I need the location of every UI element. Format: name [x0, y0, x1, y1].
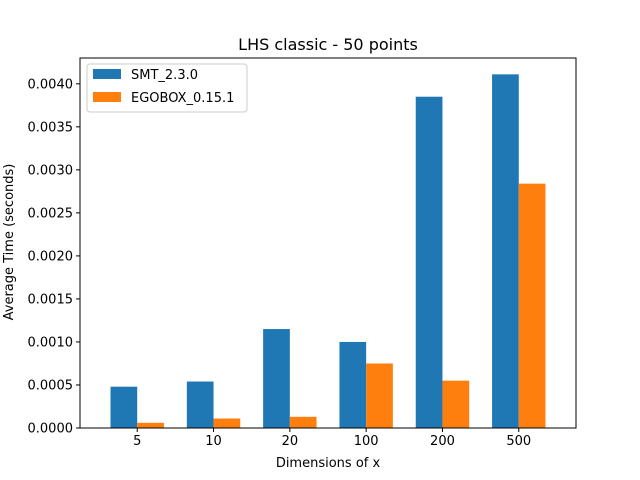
x-tick-label: 5 — [133, 434, 141, 449]
plot-frame — [79, 57, 577, 429]
legend-box — [86, 63, 248, 113]
x-tick-label: 100 — [354, 434, 379, 449]
x-tick-label: 20 — [282, 434, 299, 449]
bar-smt-20 — [263, 329, 290, 428]
bar-smt-10 — [186, 381, 214, 428]
legend: SMT_2.3.0 EGOBOX_0.15.1 — [86, 63, 248, 113]
y-tick-label: 0.0000 — [28, 422, 74, 437]
chart-title: LHS classic - 50 points — [238, 35, 418, 54]
legend-label-egobox: EGOBOX_0.15.1 — [131, 91, 234, 106]
x-tick-label: 200 — [430, 434, 455, 449]
bar-smt-5 — [110, 386, 138, 428]
y-tick-label: 0.0010 — [28, 335, 74, 350]
bar-egobox-100 — [366, 363, 393, 428]
bar-egobox-5 — [137, 422, 164, 428]
x-axis-label: Dimensions of x — [276, 456, 381, 471]
y-tick-label: 0.0005 — [28, 378, 74, 393]
y-tick-label: 0.0030 — [28, 163, 74, 178]
legend-swatch-egobox — [93, 92, 121, 102]
x-ticks-group: 5 10 20 100 200 500 — [133, 428, 531, 449]
y-tick-label: 0.0025 — [28, 206, 74, 221]
bar-smt-200 — [415, 96, 443, 428]
bar-egobox-10 — [213, 418, 241, 428]
y-ticks-group: 0.0000 0.0005 0.0010 0.0015 0.0020 0.0025 0.00… — [28, 77, 80, 437]
bar-smt-100 — [339, 341, 367, 428]
y-tick-label: 0.0020 — [28, 249, 74, 264]
bar-egobox-500 — [518, 183, 546, 428]
legend-label-smt: SMT_2.3.0 — [131, 68, 198, 83]
x-tick-label: 500 — [506, 434, 531, 449]
bar-smt-500 — [492, 74, 519, 428]
y-tick-label: 0.0035 — [28, 120, 74, 135]
bar-egobox-20 — [289, 416, 317, 428]
y-axis-label: Average Time (seconds) — [2, 164, 17, 321]
bar-egobox-200 — [442, 380, 470, 428]
y-tick-label: 0.0040 — [28, 77, 74, 92]
x-tick-label: 10 — [205, 434, 222, 449]
y-tick-label: 0.0015 — [28, 292, 74, 307]
bars-group — [110, 74, 546, 428]
legend-swatch-smt — [93, 69, 121, 79]
